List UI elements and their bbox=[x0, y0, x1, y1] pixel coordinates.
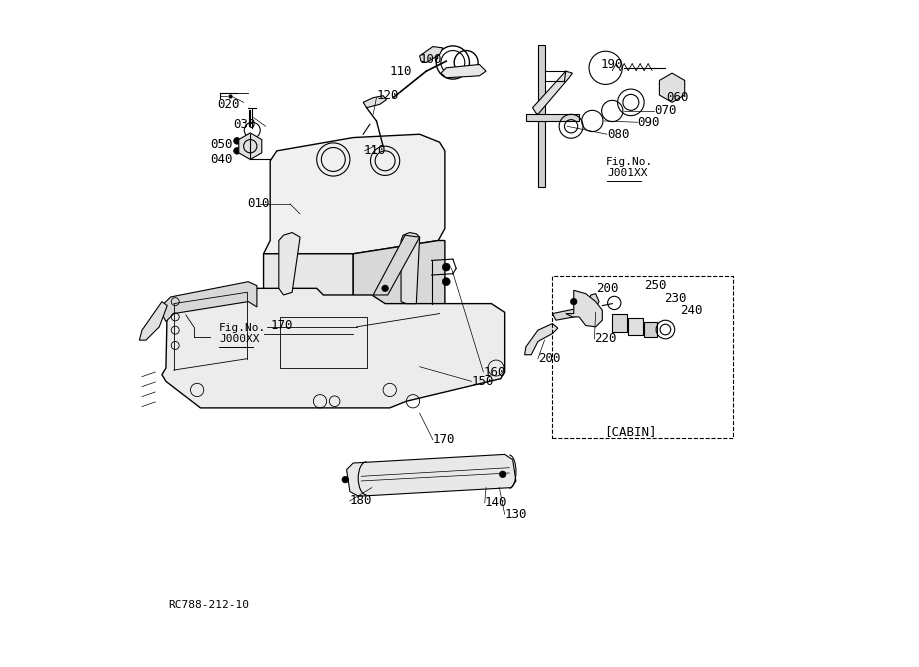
Bar bbox=[552, 275, 733, 438]
Polygon shape bbox=[239, 133, 262, 159]
Circle shape bbox=[233, 137, 240, 144]
Circle shape bbox=[342, 476, 348, 483]
Circle shape bbox=[442, 263, 450, 271]
Text: Fig.No.: Fig.No. bbox=[606, 157, 652, 167]
Polygon shape bbox=[538, 45, 545, 187]
Text: 120: 120 bbox=[377, 89, 399, 102]
Text: 010: 010 bbox=[247, 197, 269, 211]
Circle shape bbox=[571, 298, 577, 305]
Polygon shape bbox=[566, 290, 602, 327]
Text: J000XX: J000XX bbox=[219, 334, 259, 344]
Text: RC788-212-10: RC788-212-10 bbox=[168, 600, 250, 610]
Text: 040: 040 bbox=[210, 153, 233, 166]
Text: 060: 060 bbox=[667, 91, 689, 104]
Text: 020: 020 bbox=[217, 98, 240, 111]
Text: 170: 170 bbox=[270, 319, 292, 332]
Polygon shape bbox=[401, 233, 420, 303]
Polygon shape bbox=[264, 134, 445, 253]
Circle shape bbox=[442, 277, 450, 285]
Polygon shape bbox=[373, 235, 420, 295]
Polygon shape bbox=[660, 73, 685, 102]
Text: 080: 080 bbox=[607, 128, 630, 141]
Polygon shape bbox=[525, 323, 558, 355]
Text: 070: 070 bbox=[654, 105, 676, 117]
Text: 100: 100 bbox=[420, 53, 442, 66]
Text: 130: 130 bbox=[505, 508, 528, 521]
Text: 050: 050 bbox=[210, 137, 233, 151]
Text: 030: 030 bbox=[233, 118, 256, 131]
Bar bbox=[629, 318, 642, 335]
Polygon shape bbox=[264, 253, 353, 335]
Circle shape bbox=[233, 147, 240, 154]
Text: 220: 220 bbox=[595, 332, 617, 346]
Text: 240: 240 bbox=[680, 303, 702, 317]
Polygon shape bbox=[346, 454, 516, 496]
Text: 200: 200 bbox=[596, 282, 618, 295]
Bar bbox=[644, 322, 657, 337]
Text: 150: 150 bbox=[471, 375, 494, 388]
Text: J001XX: J001XX bbox=[607, 168, 648, 178]
Polygon shape bbox=[420, 47, 443, 63]
Text: 110: 110 bbox=[363, 144, 386, 157]
Polygon shape bbox=[363, 95, 386, 107]
Text: 180: 180 bbox=[350, 494, 372, 508]
Polygon shape bbox=[526, 114, 579, 121]
Polygon shape bbox=[162, 288, 505, 408]
Text: 190: 190 bbox=[600, 58, 623, 71]
Circle shape bbox=[381, 285, 389, 291]
Text: 200: 200 bbox=[538, 352, 561, 366]
Text: 170: 170 bbox=[433, 434, 456, 446]
Polygon shape bbox=[552, 293, 599, 320]
Polygon shape bbox=[278, 233, 301, 295]
Polygon shape bbox=[533, 71, 573, 114]
Polygon shape bbox=[159, 281, 257, 321]
Text: 160: 160 bbox=[483, 366, 506, 379]
Text: [CABIN]: [CABIN] bbox=[605, 426, 657, 438]
Text: 140: 140 bbox=[484, 496, 507, 510]
Polygon shape bbox=[441, 65, 486, 78]
Text: 090: 090 bbox=[638, 116, 660, 129]
Circle shape bbox=[499, 471, 506, 478]
Text: 110: 110 bbox=[390, 65, 413, 77]
Polygon shape bbox=[353, 241, 445, 335]
Bar bbox=[612, 313, 627, 332]
Polygon shape bbox=[140, 301, 167, 340]
Text: 230: 230 bbox=[664, 292, 686, 305]
Text: Fig.No.: Fig.No. bbox=[219, 323, 267, 334]
Text: 250: 250 bbox=[644, 279, 666, 292]
